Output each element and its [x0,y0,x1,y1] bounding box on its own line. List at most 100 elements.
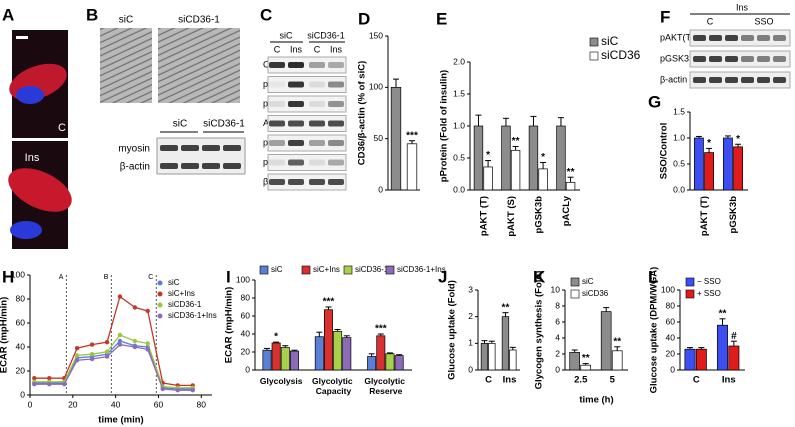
column-label: siC [173,119,187,130]
blot-band [773,56,786,62]
blot [267,76,347,93]
blot-band [309,81,325,88]
significance: ** [582,353,590,364]
bar [538,168,548,191]
bar [733,146,743,191]
legend-label: siC+Ins [313,265,340,274]
blot-band [757,56,770,62]
x-axis-label: time (h) [579,395,613,406]
bar [394,355,404,371]
blot-band [693,56,706,62]
y-tick-label: 1.5 [453,88,465,98]
y-tick-label: 80 [16,293,26,303]
panel-letter: E [436,9,447,28]
row-label: β-actin [120,162,150,173]
legend-label: siC [271,265,283,274]
row-label: myosin [118,144,150,155]
x-tick-label: pACLy [561,195,572,226]
blot [267,154,347,171]
blot-band [309,62,325,68]
blot-band [328,140,344,146]
y-tick-label: 20 [16,365,26,375]
x-tick-label: pAKT (T) [699,196,710,236]
legend-swatch [685,289,695,299]
bar [385,353,395,371]
blot-band [202,163,220,169]
y-tick-label: 0.5 [453,152,465,162]
bar [333,330,343,371]
column-label: siCD36-1 [203,119,245,130]
blot-band [328,101,344,107]
bar [390,86,402,191]
legend-swatch [301,265,311,275]
significance: *** [375,324,387,335]
y-tick-label: 1.0 [673,132,685,142]
blot-band [328,120,344,127]
image-label: C [58,122,66,134]
blot-band [269,101,285,107]
column-label: siC [119,15,133,26]
group-label: C [707,16,714,26]
point [74,346,80,351]
blot-band [709,56,722,62]
treatment-label: Ins [736,2,749,12]
legend-label: siCD36 [582,289,609,298]
y-tick-label: 1 [468,338,473,348]
bar [501,316,510,371]
lane-label: C [314,44,321,54]
blot-band [269,81,285,88]
blot [267,95,347,113]
line [34,334,193,389]
y-tick-label: 1.0 [453,120,465,130]
blot-band [757,35,770,41]
y-tick-label: 100 [236,274,250,284]
legend-marker [157,302,163,308]
blot-band [160,163,178,169]
point [74,353,80,358]
point [117,332,123,338]
y-tick-label: 20 [666,348,676,358]
panel-letter: I [226,267,231,286]
bar [323,309,333,371]
panel-letter: A [2,5,14,24]
nucleus [16,86,44,104]
x-tick-label: pAKT (T) [478,196,489,236]
line [34,295,193,387]
legend-label: siCD36-1+Ins [397,265,446,274]
bar [367,356,377,371]
y-tick-label: 60 [666,316,676,326]
y-axis-label: ECAR (mpH/min) [0,297,10,374]
point [117,294,123,299]
x-tick-label: C [485,375,492,386]
bar [289,350,299,371]
point [132,344,138,350]
injection-label: A [59,274,64,281]
panel-letter: J [438,267,447,286]
y-tick-label: 80 [241,292,251,302]
y-tick-label: 10 [551,284,561,294]
blot [267,173,347,191]
bar [314,336,324,371]
y-tick-label: 40 [241,328,251,338]
panel-letter: H [2,267,14,286]
blot-band [309,179,325,185]
blot-band [328,159,344,166]
y-axis-label: SSO/Control [659,123,670,179]
blot [689,71,791,89]
bar [271,342,281,371]
y-tick-label: 0 [378,184,383,194]
significance: # [731,331,737,342]
point [62,382,67,387]
y-tick-label: 6 [555,316,560,326]
y-axis-label: ECAR (mpH/min) [224,287,235,364]
point [104,340,110,345]
y-axis-label: Glycogen synthesis (Fold) [534,271,545,390]
y-tick-label: 0 [670,364,675,374]
bar [693,137,704,191]
y-tick-label: 40 [666,332,676,342]
bar [528,125,539,191]
injection-label: B [104,274,109,281]
blot-band [309,159,325,166]
blot [689,50,791,68]
x-tick-label: Glycolysis [260,376,303,386]
